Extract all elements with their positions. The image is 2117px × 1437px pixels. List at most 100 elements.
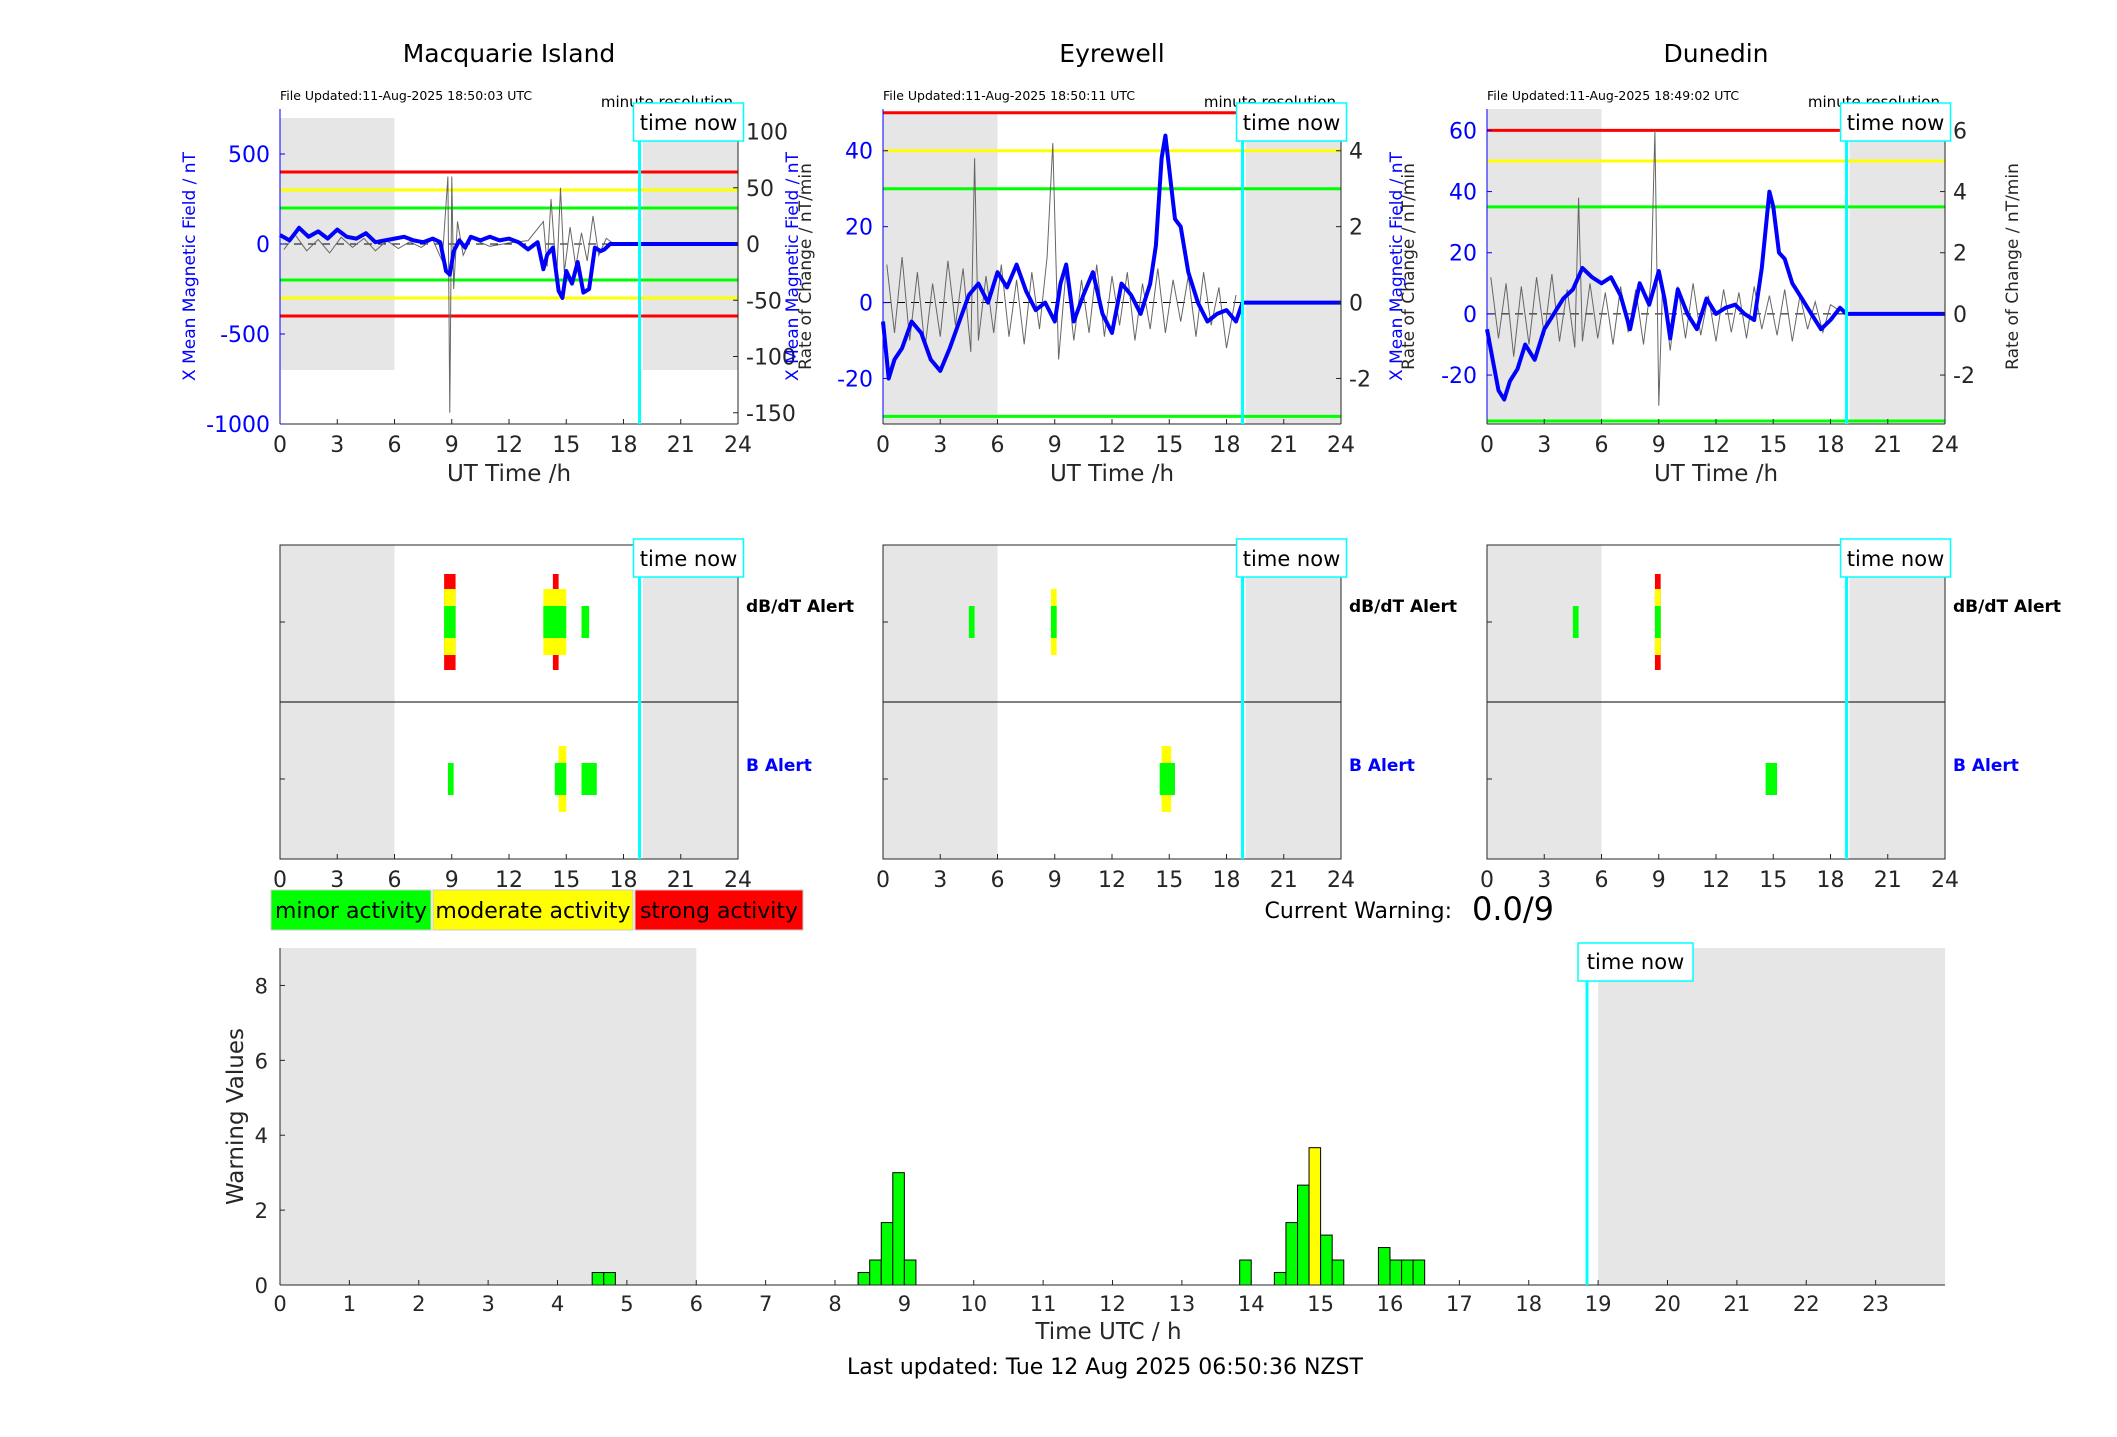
x-axis-label: UT Time /h	[447, 461, 571, 487]
current-warning: Current Warning: 0.0/9	[1265, 890, 1555, 928]
x-tick-label: 15	[552, 868, 580, 893]
warning-bar-minor	[1377, 1247, 1391, 1286]
left-y-tick-label: 0	[859, 292, 873, 317]
file-updated-text: File Updated:11-Aug-2025 18:50:03 UTC	[280, 88, 532, 103]
right-y-tick-label: 4	[1953, 181, 1967, 206]
x-tick-label: 9	[1048, 868, 1062, 893]
dbdt-alert-label: dB/dT Alert	[746, 597, 854, 617]
left-y-tick-label: 0	[1463, 303, 1477, 328]
rate-of-change-series	[283, 176, 615, 413]
time-now-label: time now	[640, 547, 737, 571]
x-tick-label: 18	[1213, 868, 1241, 893]
x-tick-label: 24	[1327, 433, 1355, 458]
y-tick-label: 8	[255, 974, 268, 998]
left-y-tick-label: -1000	[206, 413, 270, 438]
warning-bar-minor	[869, 1259, 882, 1286]
x-tick-label: 21	[1270, 433, 1298, 458]
dbdt-alert-block-minor	[968, 606, 975, 638]
x-tick-label: 15	[1759, 433, 1787, 458]
x-tick-label: 21	[1874, 868, 1902, 893]
left-y-tick-label: 40	[845, 140, 873, 165]
time-now-box	[632, 538, 745, 578]
x-tick-label: 12	[1099, 1292, 1126, 1316]
right-y-tick-label: 6	[1953, 119, 1967, 144]
station-title: Macquarie Island	[403, 39, 616, 68]
file-updated-text: File Updated:11-Aug-2025 18:50:11 UTC	[883, 88, 1135, 103]
night-shading	[883, 112, 998, 425]
b-alert-label: B Alert	[1349, 756, 1415, 776]
right-y-tick-label: -100	[746, 346, 796, 371]
y-tick-label: 4	[255, 1124, 268, 1148]
rate-of-change-series	[1490, 130, 1841, 406]
x-tick-label: 6	[388, 868, 402, 893]
warning-bar-moderate	[1308, 1147, 1322, 1286]
x-tick-label: 0	[273, 1292, 286, 1316]
x-tick-label: 15	[1307, 1292, 1334, 1316]
x-tick-label: 5	[620, 1292, 633, 1316]
warning-bar-minor	[1297, 1184, 1310, 1286]
left-y-axis-label: X Mean Magnetic Field / nT	[180, 151, 200, 381]
b-alert-block-minor	[554, 763, 567, 795]
x-axis-label: UT Time /h	[1050, 461, 1174, 487]
left-y-tick-label: -500	[220, 323, 270, 348]
warning-values-chart: 0 1 2 3 4 5 6 7 8 9 10 11 12 13 14 15 16 17 18 19 20 21 22 2302…	[223, 942, 1945, 1345]
x-tick-label: 6	[388, 433, 402, 458]
x-tick-label: 24	[724, 868, 752, 893]
x-tick-label: 18	[610, 433, 638, 458]
left-y-axis-label: X Mean Magnetic Field / nT	[1387, 151, 1407, 381]
right-y-tick-label: 0	[1349, 292, 1363, 317]
y-tick-label: 6	[255, 1049, 268, 1073]
x-tick-label: 12	[1702, 868, 1730, 893]
left-y-tick-label: 60	[1449, 119, 1477, 144]
x-tick-label: 6	[1595, 868, 1609, 893]
x-tick-label: 12	[1702, 433, 1730, 458]
warning-bar-minor	[1389, 1259, 1403, 1286]
time-now-label: time now	[640, 111, 737, 135]
x-tick-label: 3	[481, 1292, 494, 1316]
left-y-tick-label: 20	[1449, 242, 1477, 267]
x-tick-label: 17	[1446, 1292, 1473, 1316]
x-tick-label: 9	[1652, 868, 1666, 893]
right-y-tick-label: 2	[1953, 242, 1967, 267]
x-tick-label: 15	[1155, 868, 1183, 893]
x-tick-label: 6	[991, 433, 1005, 458]
dbdt-alert-block-minor	[444, 606, 456, 638]
current-warning-label: Current Warning:	[1265, 899, 1452, 924]
x-tick-label: 18	[1515, 1292, 1542, 1316]
right-y-tick-label: 100	[746, 121, 788, 146]
time-now-box	[1235, 102, 1348, 142]
b-alert-label: B Alert	[1953, 756, 2019, 776]
x-tick-label: 16	[1377, 1292, 1404, 1316]
right-y-tick-label: -50	[746, 289, 782, 314]
right-y-axis-label: Rate of Change / nT/min	[1399, 163, 1419, 370]
time-now-label: time now	[1243, 111, 1340, 135]
time-now-label: time now	[1847, 547, 1944, 571]
warning-bar-minor	[892, 1172, 905, 1286]
night-shading	[1487, 109, 1602, 424]
warning-bar-minor	[1320, 1234, 1333, 1286]
legend-strong-swatch	[634, 889, 804, 931]
warning-bar-minor	[1412, 1259, 1426, 1286]
mean-field-series	[881, 133, 1341, 381]
time-now-box	[632, 102, 745, 142]
y-axis-label: Warning Values	[223, 1028, 249, 1205]
legend-minor-label: minor activity	[275, 899, 427, 924]
legend-moderate-label: moderate activity	[435, 899, 630, 924]
x-tick-label: 24	[1931, 433, 1959, 458]
x-tick-label: 18	[610, 868, 638, 893]
x-tick-label: 9	[1048, 433, 1062, 458]
dbdt-alert-block-minor	[543, 606, 551, 638]
x-tick-label: 14	[1238, 1292, 1265, 1316]
time-now-box	[1839, 538, 1952, 578]
dbdt-alert-label: dB/dT Alert	[1349, 597, 1457, 617]
mean-field-series	[279, 225, 738, 300]
warning-bar-minor	[903, 1259, 917, 1286]
y-tick-label: 2	[255, 1199, 268, 1223]
left-y-tick-label: 0	[256, 233, 270, 258]
x-tick-label: 9	[1652, 433, 1666, 458]
x-tick-label: 3	[1537, 433, 1551, 458]
left-y-axis-label: X Mean Magnetic Field / nT	[783, 151, 803, 381]
y-tick-label: 0	[255, 1274, 268, 1298]
left-y-tick-label: 500	[228, 143, 270, 168]
x-tick-label: 18	[1817, 868, 1845, 893]
